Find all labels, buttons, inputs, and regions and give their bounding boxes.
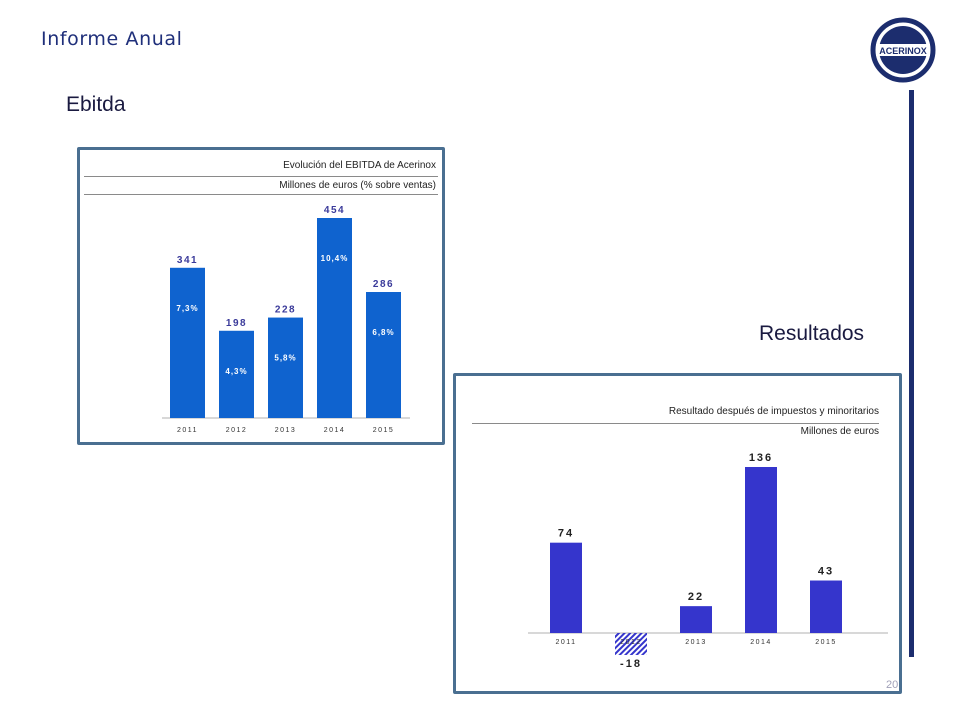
ebitda-chart-subtitle: Millones de euros (% sobre ventas) [279,180,436,191]
ebitda-pct-label: 10,4% [321,254,349,263]
resultados-bar-2015 [810,580,842,633]
ebitda-pct-label: 7,3% [176,304,198,313]
resultados-value-label: 22 [688,591,704,603]
ebitda-bar-2013 [268,317,303,418]
ebitda-pct-label: 4,3% [225,367,247,376]
resultados-year-label: 2015 [815,639,837,646]
logo-text: ACERINOX [879,46,927,56]
ebitda-bar-chart: 341 7,3% 2011 198 4,3% 2012 228 5,8% 2013 454 10,4… [162,205,410,434]
ebitda-bar-2011 [170,267,205,418]
ebitda-year-label: 2012 [226,427,248,434]
ebitda-chart-panel: Evolución del EBITDA de Acerinox Millone… [77,147,445,445]
ebitda-header-rule [84,176,438,177]
right-divider [909,90,914,657]
ebitda-section-title: Ebitda [66,93,126,116]
page-number: 20 [886,679,899,691]
resultados-chart-panel: Resultado después de impuestos y minorit… [453,373,902,694]
resultados-year-label: 2011 [555,639,576,646]
ebitda-value-label: 198 [226,318,247,329]
ebitda-value-label: 454 [324,205,345,216]
resultados-year-label: 2014 [750,639,772,646]
ebitda-header-rule-2 [84,194,438,195]
resultados-value-label: 74 [558,528,574,540]
resultados-bar-chart: 74 2011 -18 2012 22 2013 136 2014 43 2015 [528,452,888,670]
resultados-year-label: 2013 [685,639,707,646]
resultados-bar-2012 [615,633,647,655]
ebitda-value-label: 286 [373,279,394,290]
resultados-value-label: 43 [818,566,834,578]
resultados-bar-2013 [680,606,712,633]
resultados-value-label: 136 [749,452,773,464]
resultados-header-rule [472,423,879,424]
ebitda-year-label: 2011 [177,427,198,434]
acerinox-logo: ACERINOX [870,17,936,83]
ebitda-year-label: 2014 [324,427,346,434]
ebitda-bar-2015 [366,292,401,418]
ebitda-pct-label: 6,8% [372,328,394,337]
resultados-bar-2014 [745,467,777,633]
ebitda-bar-2014 [317,218,352,418]
ebitda-chart-title: Evolución del EBITDA de Acerinox [283,160,436,171]
ebitda-pct-label: 5,8% [274,354,296,363]
ebitda-year-label: 2015 [373,427,395,434]
resultados-chart-title: Resultado después de impuestos y minorit… [668,406,879,417]
resultados-section-title: Resultados [759,322,865,345]
page-header-title: Informe Anual [41,28,183,50]
resultados-chart-subtitle: Millones de euros [800,426,879,437]
ebitda-value-label: 228 [275,305,296,316]
ebitda-bar-2012 [219,330,254,418]
resultados-value-label: -18 [620,658,642,670]
resultados-year-label: 2012 [620,639,642,646]
ebitda-value-label: 341 [177,255,198,266]
ebitda-year-label: 2013 [275,427,297,434]
resultados-bar-2011 [550,542,582,633]
